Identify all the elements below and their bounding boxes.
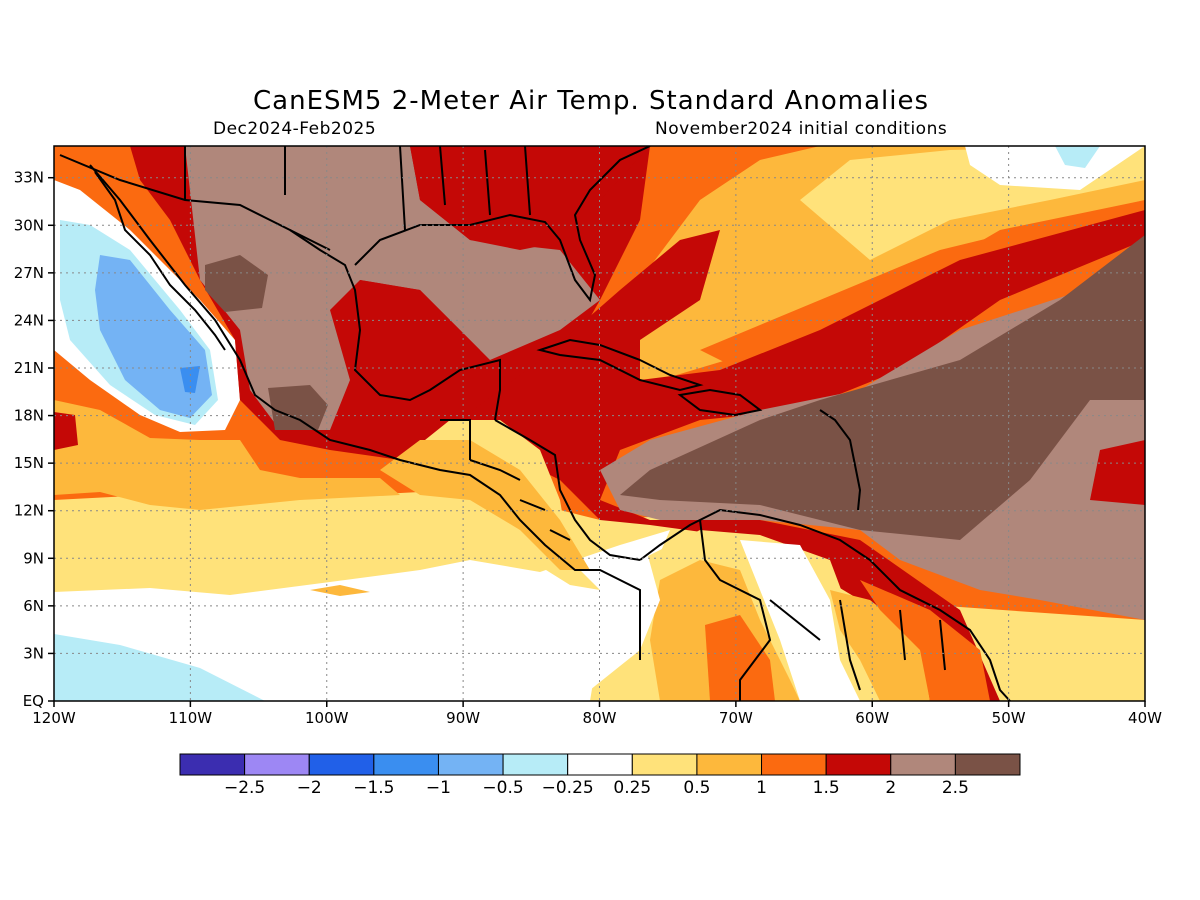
colorbar-swatch [890, 753, 956, 776]
field-minus0.25-south-pacific [54, 634, 265, 701]
coastline-us-gulf [354, 146, 651, 303]
colorbar-swatch [761, 753, 827, 776]
latitude-axis: EQ 3N 6N 9N 12N 15N 18N 21N 24N 27N 30N 33N [14, 169, 54, 710]
colorbar-label: −1.5 [353, 778, 394, 798]
coastline-gulf-mexico [289, 229, 501, 421]
field-0.25-atlantic-north [965, 146, 1145, 190]
colorbar-swatch [954, 753, 1021, 776]
lon-tick-label: 80W [583, 709, 617, 727]
lat-tick-label: 6N [23, 597, 44, 615]
colorbar-swatch [179, 753, 246, 776]
lon-tick-label: 50W [992, 709, 1026, 727]
lat-tick-label: EQ [23, 692, 44, 710]
lat-tick-label: 21N [14, 359, 44, 377]
lon-tick-label: 120W [32, 709, 76, 727]
field-minus1-baja [180, 366, 200, 393]
colorbar-swatch [373, 753, 439, 776]
colorbar-swatch [308, 753, 375, 776]
coastline-south-america [639, 508, 1011, 701]
lat-tick-label: 12N [14, 502, 44, 520]
field-2-caribbean [460, 210, 1145, 701]
coastline-hispaniola [677, 388, 763, 417]
longitude-axis: 120W 110W 100W 90W 80W 70W 60W 50W 40W [32, 701, 1162, 727]
lon-tick-label: 40W [1128, 709, 1162, 727]
lat-tick-label: 15N [14, 454, 44, 472]
coastline-central-america-caribbean [494, 419, 641, 561]
field-3-mexico-north [205, 255, 268, 312]
colorbar-swatch [244, 753, 310, 776]
field-minus0.25-atlantic-north [1055, 146, 1100, 168]
border-us-north [184, 146, 531, 231]
field-1.5-south-america [705, 615, 775, 701]
field-1.5-guianas [860, 580, 990, 701]
colorbar-label: 1.5 [813, 778, 840, 798]
colorbar-label: −2.5 [224, 778, 265, 798]
coastline-mexico-pacific [89, 164, 641, 660]
colorbar-swatch [696, 753, 763, 776]
border-central-america [440, 419, 571, 541]
graticule [54, 146, 1145, 701]
field-0.25-south-america [740, 540, 860, 701]
border-venezuela-colombia [699, 519, 946, 701]
field-2-west-edge [54, 412, 78, 450]
lat-tick-label: 9N [23, 549, 44, 567]
field-1-guianas [830, 590, 930, 701]
lon-tick-label: 60W [855, 709, 889, 727]
lon-tick-label: 100W [305, 709, 349, 727]
lon-tick-label: 90W [446, 709, 480, 727]
forecast-period: Dec2024-Feb2025 [213, 119, 377, 139]
initial-conditions: November2024 initial conditions [655, 119, 948, 139]
colorbar: −2.5 −2 −1.5 −1 −0.5 −0.25 0.25 0.5 1 1.5 2 2.5 [179, 753, 1021, 798]
lat-tick-label: 30N [14, 216, 44, 234]
colorbar-swatch [825, 753, 892, 776]
coastline-cuba [536, 338, 704, 392]
colorbar-swatch [631, 753, 698, 776]
coastlines [59, 146, 1011, 701]
lat-tick-label: 24N [14, 311, 44, 329]
colorbar-label: −0.5 [482, 778, 523, 798]
field-2.5-mexico [185, 146, 600, 430]
colorbar-label: −0.25 [542, 778, 594, 798]
colorbar-label: −1 [426, 778, 451, 798]
colorbar-label: 0.5 [683, 778, 710, 798]
coastline-baja [94, 171, 226, 351]
lon-tick-label: 70W [719, 709, 753, 727]
field-1-west-pacific [54, 400, 400, 510]
colorbar-label: 2.5 [942, 778, 969, 798]
lat-tick-label: 33N [14, 169, 44, 187]
field-0.5-east-pacific-patch [310, 585, 370, 596]
colorbar-label: 0.25 [613, 778, 651, 798]
field-2-atlantic-east [1090, 440, 1145, 505]
lat-tick-label: 3N [23, 644, 44, 662]
field-0.25-south-pacific [54, 530, 670, 701]
colorbar-label: −2 [297, 778, 322, 798]
map-title: CanESM5 2-Meter Air Temp. Standard Anoma… [253, 86, 929, 116]
field-3-mexico-south [268, 385, 328, 430]
border-us-mexico [59, 154, 331, 251]
lon-tick-label: 110W [169, 709, 213, 727]
colorbar-label: 1 [756, 778, 767, 798]
colorbar-swatch [437, 753, 504, 776]
field-3-atlantic [620, 235, 1145, 540]
lat-tick-label: 27N [14, 264, 44, 282]
coastline-antilles-arc [819, 409, 862, 511]
field-2-texas-lobe [350, 280, 480, 370]
lat-tick-label: 18N [14, 407, 44, 425]
colorbar-label: 2 [885, 778, 896, 798]
colorbar-swatch [567, 753, 633, 776]
colorbar-swatch [502, 753, 569, 776]
